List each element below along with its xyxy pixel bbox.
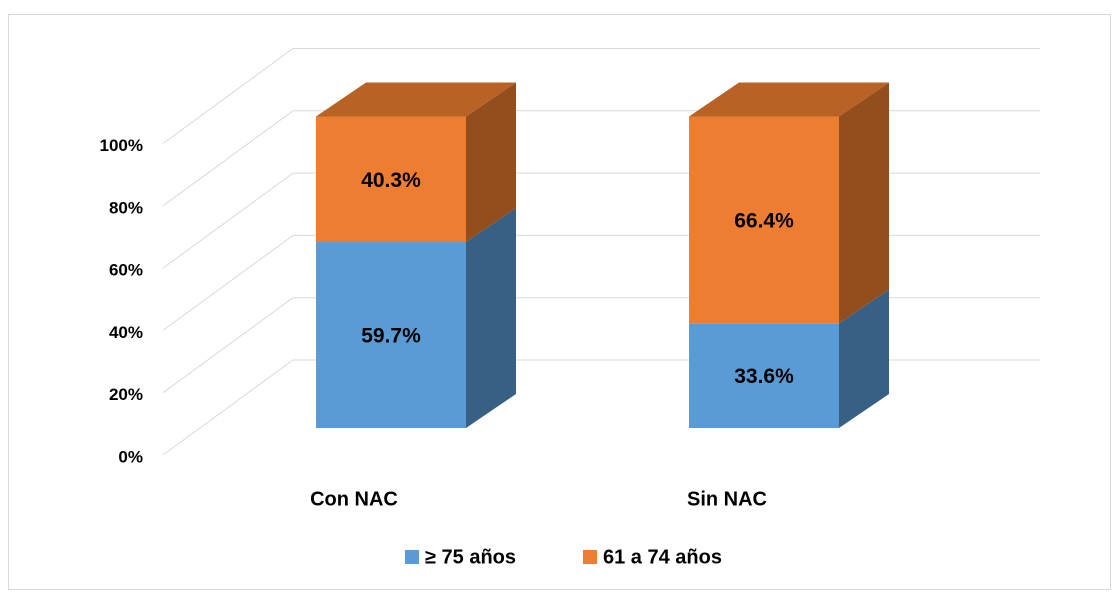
x-tick-label: Sin NAC <box>687 488 767 510</box>
bar-front <box>689 323 839 428</box>
grid-line <box>162 110 294 207</box>
data-label: 40.3% <box>361 169 421 192</box>
bar-front <box>689 116 839 324</box>
y-tick-label: 80% <box>109 198 143 217</box>
grid-line <box>162 172 294 269</box>
legend-label: ≥ 75 años <box>425 546 516 568</box>
legend-swatch <box>405 550 419 564</box>
bar-side <box>466 208 516 428</box>
grid-line <box>162 48 294 144</box>
grid-line <box>162 359 294 456</box>
bar-side <box>839 82 889 324</box>
bar-side <box>466 82 516 243</box>
bar-side <box>839 289 889 428</box>
bar-front <box>316 116 466 243</box>
y-tick-label: 40% <box>109 323 143 342</box>
bar-top <box>316 82 516 117</box>
grid-line <box>162 234 294 331</box>
y-tick-label: 60% <box>109 261 143 280</box>
legend-swatch <box>583 550 597 564</box>
bar-front <box>316 242 466 428</box>
grid-line <box>162 297 294 394</box>
bar-top <box>689 82 889 117</box>
y-tick-label: 20% <box>109 385 143 404</box>
y-tick-label: 0% <box>118 447 143 466</box>
data-label: 66.4% <box>734 209 794 232</box>
legend-label: 61 a 74 años <box>603 546 722 568</box>
x-tick-label: Con NAC <box>310 488 398 510</box>
data-label: 59.7% <box>361 325 421 348</box>
y-tick-label: 100% <box>100 136 143 155</box>
data-label: 33.6% <box>734 365 794 388</box>
chart-frame <box>8 14 1111 590</box>
